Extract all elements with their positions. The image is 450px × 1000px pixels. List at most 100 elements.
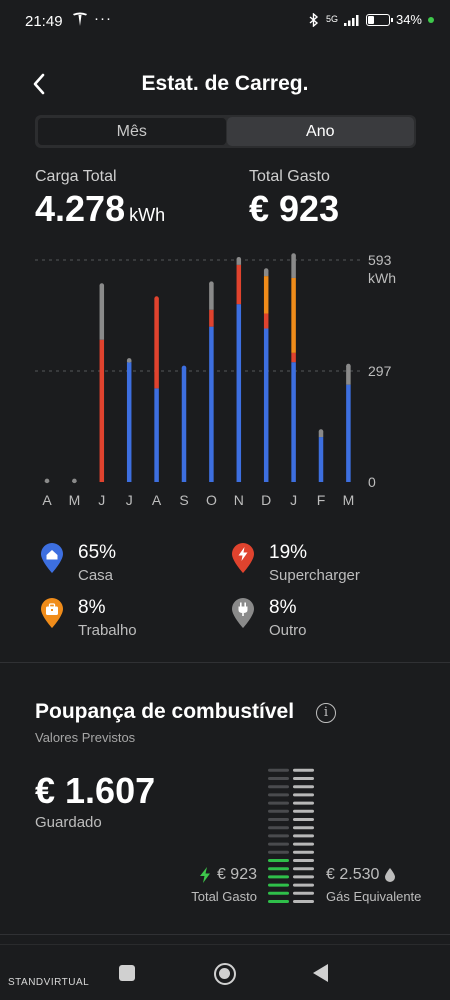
back-arrow-icon[interactable]: [26, 70, 54, 98]
y-unit-label: kWh: [368, 270, 396, 286]
legend-other: 8% Outro: [231, 597, 307, 639]
chart-bar-outro: [291, 255, 296, 278]
chart-bar-casa: [209, 326, 214, 482]
info-icon[interactable]: i: [316, 703, 336, 723]
chart-bar-outro: [236, 259, 242, 265]
savings-bar-electric: [268, 891, 289, 895]
legend-work-pct: 8%: [78, 597, 106, 618]
savings-bar-electric: [268, 785, 289, 789]
saved-label: Guardado: [35, 814, 102, 831]
chart-bar-casa: [291, 362, 296, 482]
recents-button[interactable]: [119, 965, 135, 981]
savings-bar-gas: [293, 850, 314, 854]
chart-bar-supercharger: [209, 309, 214, 327]
savings-bar-gas: [293, 793, 314, 797]
tab-month[interactable]: Mês: [37, 117, 227, 146]
chart-bar-trabalho: [263, 276, 269, 314]
chart-bar-outro: [263, 270, 269, 277]
chart-bar-cap: [209, 281, 214, 286]
bluetooth-icon: [309, 12, 319, 27]
chart-bar-casa: [263, 328, 269, 482]
legend-home-pct: 65%: [78, 542, 117, 563]
chart-bar-casa: [126, 362, 132, 482]
status-right: 5G 34%: [308, 12, 434, 27]
chart-bar-cap: [99, 283, 105, 288]
chart-bar-casa: [346, 384, 351, 482]
status-time: 21:49: [25, 13, 63, 30]
watermark-logo: STANDVIRTUAL: [8, 977, 90, 988]
status-bar: 21:49 ··· 5G 34%: [0, 0, 450, 46]
more-notifications-icon: ···: [94, 10, 112, 27]
savings-bar-gas: [293, 883, 314, 887]
x-tick-label: A: [152, 492, 162, 508]
period-toggle: Mês Ano: [35, 115, 416, 148]
savings-bar-electric: [268, 859, 289, 862]
savings-bar-gas: [293, 826, 314, 830]
chart-bar-casa: [154, 388, 159, 482]
x-tick-label: M: [343, 492, 355, 508]
chart-bar-cap: [263, 268, 269, 273]
savings-bar-gas: [293, 875, 314, 879]
tesla-logo-icon: [73, 12, 87, 26]
privacy-indicator-dot: [428, 16, 434, 23]
savings-bar-electric: [268, 809, 289, 813]
savings-bar-electric: [268, 842, 289, 846]
fuel-drop-icon: [385, 868, 396, 882]
x-tick-label: S: [179, 492, 188, 508]
chart-bar-outro: [99, 285, 105, 340]
x-tick-label: O: [206, 492, 217, 508]
signal-icon: [343, 14, 359, 26]
savings-bar-gas: [293, 818, 314, 821]
chart-bar-outro: [209, 283, 214, 310]
savings-comparison-graphic: [268, 768, 314, 903]
fuel-savings-subtitle: Valores Previstos: [35, 730, 136, 745]
x-tick-label: A: [42, 492, 52, 508]
home-icon: [41, 543, 63, 573]
legend-home: 65% Casa: [40, 542, 116, 584]
chart-bar-cap: [126, 358, 132, 363]
savings-bar-gas: [293, 777, 314, 780]
chart-bar-casa: [236, 304, 242, 482]
chart-bar-supercharger: [99, 339, 105, 482]
savings-bar-gas: [293, 867, 314, 871]
chart-bar-supercharger: [263, 313, 269, 329]
total-charge-label: Carga Total: [35, 168, 117, 185]
savings-bar-gas: [293, 834, 314, 838]
chart-bar-outro: [346, 365, 351, 385]
section-divider: [0, 662, 450, 663]
savings-bar-gas: [293, 891, 314, 895]
savings-bar-electric: [268, 801, 289, 805]
legend-other-pct: 8%: [269, 597, 297, 618]
y-tick-label: 593: [368, 252, 392, 268]
legend-home-label: Casa: [78, 567, 114, 584]
y-tick-label: 0: [368, 474, 376, 490]
comparison-gas: € 2.530 Gás Equivalente: [326, 866, 421, 904]
legend-work: 8% Trabalho: [40, 597, 137, 639]
legend-other-label: Outro: [269, 622, 307, 639]
y-tick-label: 297: [368, 363, 392, 379]
lightning-icon: [232, 543, 254, 573]
home-button[interactable]: [214, 963, 236, 985]
chart-bar-cap: [318, 429, 324, 434]
x-tick-label: J: [290, 492, 297, 508]
legend-work-label: Trabalho: [78, 622, 137, 639]
bottom-divider: [0, 934, 450, 935]
tab-year[interactable]: Ano: [226, 117, 414, 146]
gas-equivalent-label: Gás Equivalente: [326, 889, 422, 904]
savings-bar-gas: [293, 801, 314, 805]
x-tick-label: N: [234, 492, 244, 508]
savings-bar-gas: [293, 785, 314, 789]
briefcase-icon: [41, 598, 63, 628]
system-back-button[interactable]: [313, 964, 328, 982]
electric-spent-label: Total Gasto: [191, 889, 257, 904]
savings-bar-gas: [293, 859, 314, 862]
savings-bar-gas: [293, 809, 314, 813]
chart-bar-supercharger: [291, 352, 296, 363]
savings-bar-electric: [268, 793, 289, 797]
savings-bar-electric: [268, 875, 289, 879]
chart-bar-cap: [236, 257, 242, 262]
x-tick-label: F: [317, 492, 326, 508]
chart-bar-cap: [44, 478, 50, 484]
charging-chart: 593 297 0 kWh A M J J A S O N D J F M: [35, 252, 396, 508]
x-tick-label: J: [126, 492, 133, 508]
